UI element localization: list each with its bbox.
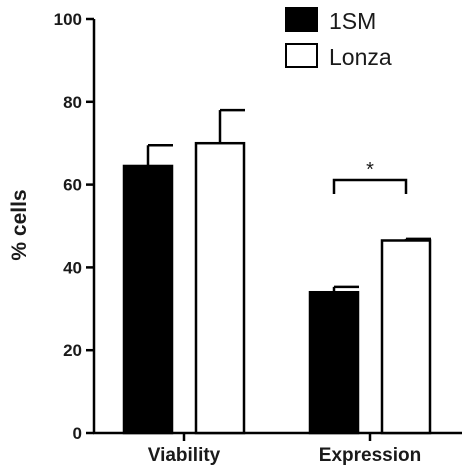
legend-swatch	[285, 7, 318, 32]
bar	[194, 141, 246, 435]
bar	[308, 290, 360, 435]
legend-label: Lonza	[329, 44, 392, 70]
y-tick-label: 60	[63, 176, 82, 195]
x-axis: Viability Expression	[93, 431, 462, 466]
x-tick-label: Viability	[148, 445, 221, 466]
y-tick-label: 80	[63, 93, 82, 112]
legend-swatch	[285, 43, 318, 68]
legend-label: 1SM	[329, 8, 376, 34]
bar	[122, 164, 174, 435]
bars	[122, 108, 432, 435]
legend: 1SM Lonza	[285, 7, 392, 70]
y-tick-label: 20	[63, 341, 82, 360]
significance-label: *	[366, 159, 374, 181]
y-tick-label: 0	[73, 424, 82, 443]
x-tick-label: Expression	[319, 445, 421, 466]
significance-bracket	[332, 178, 408, 194]
y-axis-title: % cells	[8, 189, 31, 260]
y-axis: 0 20 40 60 80 100	[54, 10, 96, 443]
annotations: *	[332, 159, 408, 194]
y-tick-label: 100	[54, 10, 82, 29]
bar	[380, 239, 432, 435]
y-tick-label: 40	[63, 258, 82, 277]
